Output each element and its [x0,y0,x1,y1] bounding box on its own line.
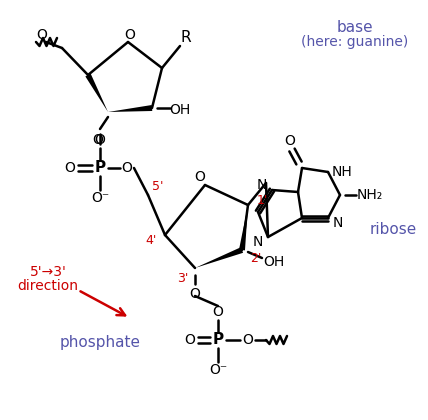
Text: O: O [92,133,104,147]
Text: O⁻: O⁻ [209,363,227,377]
Text: base: base [337,21,373,36]
Text: 5'→3': 5'→3' [30,265,66,279]
Text: N: N [333,216,343,230]
Text: O: O [122,161,132,175]
Text: O: O [184,333,196,347]
Text: phosphate: phosphate [59,336,140,351]
Text: OH: OH [263,255,285,269]
Text: (here: guanine): (here: guanine) [301,35,409,49]
Text: 5': 5' [152,181,164,194]
Polygon shape [239,205,248,250]
Text: 3': 3' [177,271,189,284]
Polygon shape [108,105,152,112]
Text: N: N [253,235,263,249]
Text: OH: OH [169,103,190,117]
Text: 4': 4' [146,234,157,247]
Text: O: O [243,333,253,347]
Text: O: O [190,287,200,301]
Text: O: O [195,170,205,184]
Text: NH₂: NH₂ [357,188,383,202]
Text: O: O [95,133,105,147]
Polygon shape [195,247,243,268]
Text: O: O [285,134,295,148]
Text: NH: NH [332,165,352,179]
Text: O⁻: O⁻ [91,191,109,205]
Text: N: N [257,178,267,192]
Text: R: R [181,31,191,45]
Polygon shape [85,74,108,112]
Text: P: P [95,160,106,176]
Text: O: O [213,305,223,319]
Text: O: O [65,161,75,175]
Text: ribose: ribose [370,223,417,237]
Text: direction: direction [18,279,78,293]
Text: 2': 2' [250,252,262,265]
Text: P: P [212,333,223,347]
Text: O: O [125,28,135,42]
Text: 1': 1' [256,194,268,207]
Text: O: O [36,28,48,42]
